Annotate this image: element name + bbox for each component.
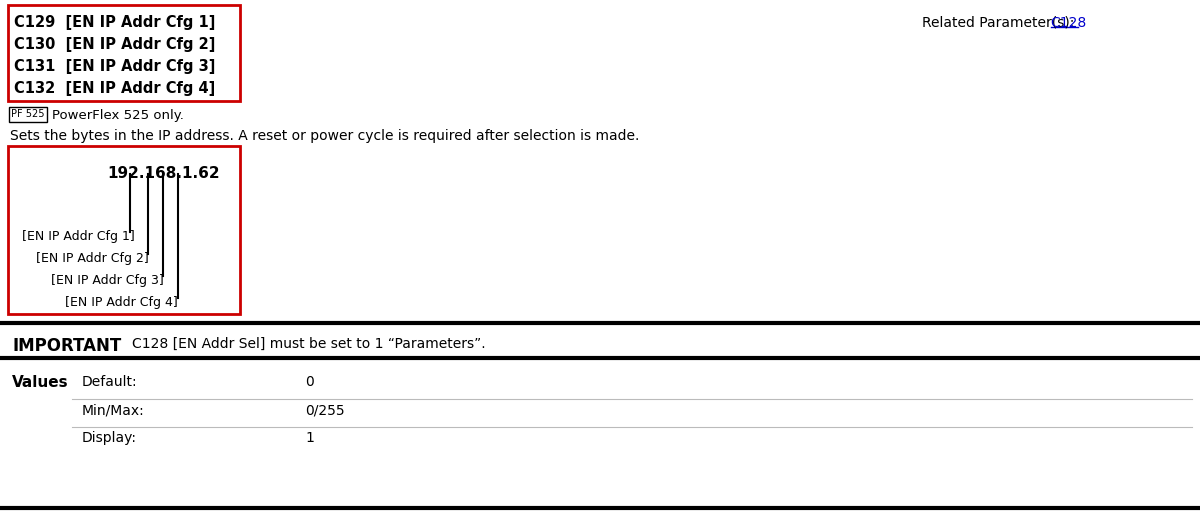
Text: 1: 1 bbox=[305, 431, 314, 445]
Text: C129  [EN IP Addr Cfg 1]: C129 [EN IP Addr Cfg 1] bbox=[14, 15, 215, 30]
Text: C128: C128 bbox=[1051, 16, 1087, 30]
FancyBboxPatch shape bbox=[8, 146, 240, 314]
Text: C128 [EN Addr Sel] must be set to 1 “Parameters”.: C128 [EN Addr Sel] must be set to 1 “Par… bbox=[132, 337, 486, 351]
Text: Values: Values bbox=[12, 375, 68, 390]
Text: [EN IP Addr Cfg 3]: [EN IP Addr Cfg 3] bbox=[50, 274, 163, 287]
Text: 0: 0 bbox=[305, 375, 313, 389]
Text: [EN IP Addr Cfg 2]: [EN IP Addr Cfg 2] bbox=[36, 252, 149, 265]
Text: Display:: Display: bbox=[82, 431, 137, 445]
FancyBboxPatch shape bbox=[8, 5, 240, 101]
Text: C130  [EN IP Addr Cfg 2]: C130 [EN IP Addr Cfg 2] bbox=[14, 37, 215, 52]
Text: Related Parameter(s):: Related Parameter(s): bbox=[922, 16, 1079, 30]
Text: Min/Max:: Min/Max: bbox=[82, 403, 145, 417]
FancyBboxPatch shape bbox=[10, 107, 47, 122]
Text: [EN IP Addr Cfg 1]: [EN IP Addr Cfg 1] bbox=[22, 230, 134, 243]
Text: 0/255: 0/255 bbox=[305, 403, 344, 417]
Text: C131  [EN IP Addr Cfg 3]: C131 [EN IP Addr Cfg 3] bbox=[14, 59, 215, 74]
Text: [EN IP Addr Cfg 4]: [EN IP Addr Cfg 4] bbox=[65, 296, 178, 309]
Text: PowerFlex 525 only.: PowerFlex 525 only. bbox=[52, 109, 184, 122]
Text: PF 525: PF 525 bbox=[11, 109, 44, 119]
Text: C132  [EN IP Addr Cfg 4]: C132 [EN IP Addr Cfg 4] bbox=[14, 81, 215, 96]
Text: Sets the bytes in the IP address. A reset or power cycle is required after selec: Sets the bytes in the IP address. A rese… bbox=[10, 129, 640, 143]
Text: 192.168.1.62: 192.168.1.62 bbox=[107, 166, 220, 181]
Text: Default:: Default: bbox=[82, 375, 138, 389]
Text: IMPORTANT: IMPORTANT bbox=[12, 337, 121, 355]
